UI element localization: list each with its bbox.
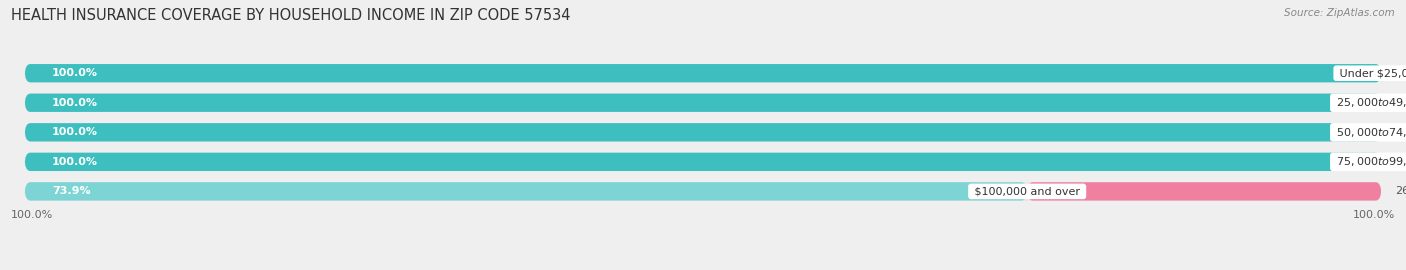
FancyBboxPatch shape xyxy=(25,182,1381,201)
Text: 100.0%: 100.0% xyxy=(52,68,98,78)
FancyBboxPatch shape xyxy=(25,64,1381,82)
FancyBboxPatch shape xyxy=(25,94,1381,112)
FancyBboxPatch shape xyxy=(25,123,1381,141)
Text: 26.1%: 26.1% xyxy=(1395,186,1406,196)
FancyBboxPatch shape xyxy=(1028,182,1381,201)
Text: 100.0%: 100.0% xyxy=(11,210,53,220)
Text: 100.0%: 100.0% xyxy=(1353,210,1395,220)
FancyBboxPatch shape xyxy=(25,94,1381,112)
Text: HEALTH INSURANCE COVERAGE BY HOUSEHOLD INCOME IN ZIP CODE 57534: HEALTH INSURANCE COVERAGE BY HOUSEHOLD I… xyxy=(11,8,571,23)
Text: $50,000 to $74,999: $50,000 to $74,999 xyxy=(1333,126,1406,139)
Text: 100.0%: 100.0% xyxy=(52,98,98,108)
Text: $100,000 and over: $100,000 and over xyxy=(972,186,1084,196)
FancyBboxPatch shape xyxy=(25,182,1028,201)
Text: 73.9%: 73.9% xyxy=(52,186,90,196)
Legend: With Coverage, Without Coverage: With Coverage, Without Coverage xyxy=(581,268,825,270)
Text: $75,000 to $99,999: $75,000 to $99,999 xyxy=(1333,155,1406,168)
Text: $25,000 to $49,999: $25,000 to $49,999 xyxy=(1333,96,1406,109)
FancyBboxPatch shape xyxy=(25,64,1381,82)
FancyBboxPatch shape xyxy=(25,153,1381,171)
Text: Source: ZipAtlas.com: Source: ZipAtlas.com xyxy=(1284,8,1395,18)
Text: 100.0%: 100.0% xyxy=(52,127,98,137)
Text: Under $25,000: Under $25,000 xyxy=(1336,68,1406,78)
Text: 100.0%: 100.0% xyxy=(52,157,98,167)
FancyBboxPatch shape xyxy=(25,153,1381,171)
FancyBboxPatch shape xyxy=(25,123,1381,141)
